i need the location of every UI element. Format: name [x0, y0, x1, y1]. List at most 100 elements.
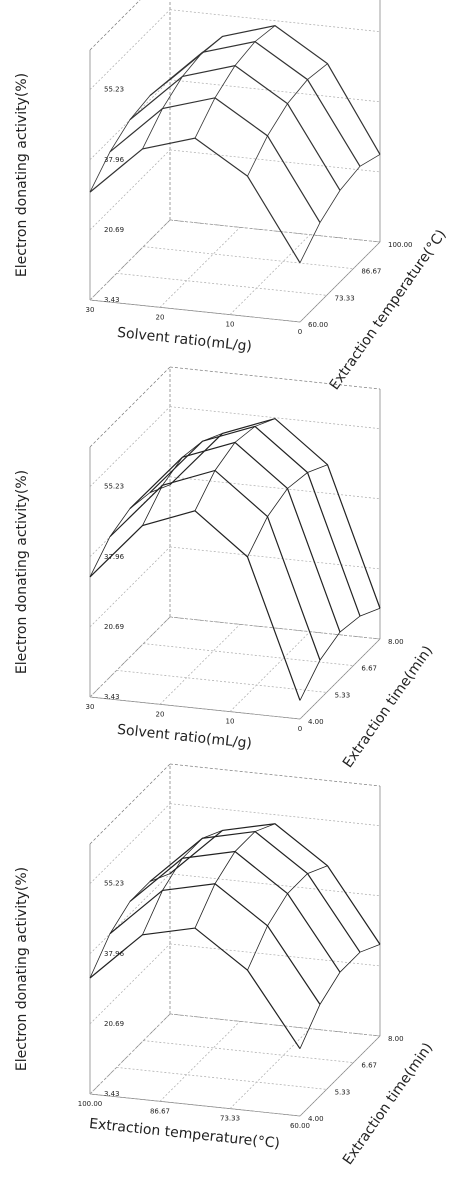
surface-column — [142, 830, 223, 935]
y-grid-line — [143, 643, 354, 666]
z-tick-label: 55.23 — [104, 880, 124, 888]
z-grid-line — [89, 149, 171, 231]
y-grid-line — [169, 1013, 381, 1037]
x-tick-label: 20 — [156, 313, 165, 321]
z-grid-line — [89, 406, 171, 487]
x-axis-label: Solvent ratio(mL/g) — [116, 722, 252, 752]
z-axis-label: Electron donating activity(%) — [14, 867, 30, 1071]
y-axis-label: Extraction time(min) — [340, 643, 436, 771]
surface-column — [299, 943, 381, 1049]
x-grid-line — [229, 234, 311, 315]
z-grid-line — [89, 803, 171, 884]
y-grid-line — [169, 616, 381, 640]
y-grid-line — [116, 272, 327, 296]
x-grid-line — [89, 616, 171, 698]
y-tick-label: 8.00 — [388, 638, 404, 646]
z-tick-label: 55.23 — [104, 86, 124, 94]
y-tick-label: 4.00 — [308, 718, 324, 726]
z-grid-line — [169, 476, 381, 500]
axis-line — [89, 366, 171, 448]
y-grid-line — [143, 1040, 354, 1063]
surface-column — [194, 25, 276, 139]
surface-column — [194, 418, 276, 511]
x-grid-line — [299, 1035, 381, 1117]
surface-column — [194, 823, 276, 929]
x-grid-line — [299, 638, 381, 720]
x-grid-line — [299, 241, 381, 323]
x-grid-line — [159, 227, 241, 308]
x-grid-line — [159, 624, 241, 705]
y-tick-label: 60.00 — [308, 321, 328, 329]
x-tick-label: 100.00 — [78, 1100, 103, 1108]
z-grid-line — [89, 546, 171, 628]
axis-line — [169, 763, 381, 787]
y-tick-label: 86.67 — [361, 268, 381, 276]
z-tick-label: 20.69 — [104, 226, 124, 234]
x-tick-label: 30 — [86, 306, 95, 314]
x-tick-label: 0 — [298, 725, 302, 733]
z-grid-line — [169, 546, 381, 570]
z-tick-label: 55.23 — [104, 483, 124, 491]
x-tick-label: 60.00 — [290, 1122, 310, 1130]
x-tick-label: 30 — [86, 703, 95, 711]
y-tick-label: 5.33 — [335, 1088, 351, 1096]
x-tick-label: 0 — [298, 328, 302, 336]
y-axis-label: Extraction time(min) — [340, 1040, 436, 1168]
surface-column — [142, 36, 223, 150]
surface-column — [247, 464, 328, 558]
surface-column — [299, 607, 381, 701]
surface-row — [109, 97, 321, 223]
surface-column — [142, 433, 223, 526]
y-grid-line — [89, 696, 301, 720]
surface-column — [247, 63, 328, 177]
y-grid-line — [116, 1067, 327, 1090]
surface-row — [149, 425, 361, 617]
z-grid-line — [169, 406, 381, 430]
z-grid-line — [89, 943, 171, 1025]
x-tick-label: 73.33 — [220, 1115, 240, 1123]
x-tick-label: 10 — [226, 321, 235, 329]
x-grid-line — [229, 1028, 311, 1109]
surface-column — [299, 154, 381, 264]
z-grid-line — [169, 149, 381, 173]
axis-line — [169, 366, 381, 390]
z-grid-line — [169, 803, 381, 827]
x-axis-label: Extraction temperature(°C) — [88, 1116, 280, 1152]
z-tick-label: 3.43 — [104, 693, 120, 701]
z-tick-label: 3.43 — [104, 1090, 120, 1098]
surface-row — [89, 927, 301, 1050]
z-grid-line — [169, 79, 381, 103]
x-tick-label: 86.67 — [150, 1107, 170, 1115]
surface-row — [169, 25, 381, 155]
z-tick-label: 37.96 — [104, 553, 125, 561]
x-grid-line — [229, 631, 311, 712]
y-grid-line — [143, 246, 354, 270]
x-grid-line — [89, 219, 171, 301]
x-grid-line — [89, 1013, 171, 1095]
x-axis-label: Solvent ratio(mL/g) — [116, 325, 252, 355]
y-tick-label: 5.33 — [335, 691, 351, 699]
z-grid-line — [89, 873, 171, 955]
surface-row — [149, 40, 361, 167]
z-grid-line — [169, 9, 381, 33]
z-axis-label: Electron donating activity(%) — [14, 73, 30, 277]
x-grid-line — [159, 1021, 241, 1102]
y-tick-label: 6.67 — [361, 665, 377, 673]
y-grid-line — [116, 670, 327, 693]
x-tick-label: 20 — [156, 710, 165, 718]
surface-row — [129, 850, 341, 973]
z-grid-line — [169, 943, 381, 967]
y-axis-label: Extraction temperature(°C) — [326, 227, 449, 393]
y-grid-line — [89, 299, 301, 323]
surface-column — [89, 873, 171, 979]
y-grid-line — [89, 1093, 301, 1117]
z-axis-label: Electron donating activity(%) — [14, 470, 30, 674]
z-tick-label: 20.69 — [104, 623, 124, 631]
z-tick-label: 20.69 — [104, 1020, 124, 1028]
surface-row — [169, 417, 381, 609]
axis-line — [89, 763, 171, 845]
surface-row — [149, 830, 361, 953]
surface-column — [89, 79, 171, 193]
